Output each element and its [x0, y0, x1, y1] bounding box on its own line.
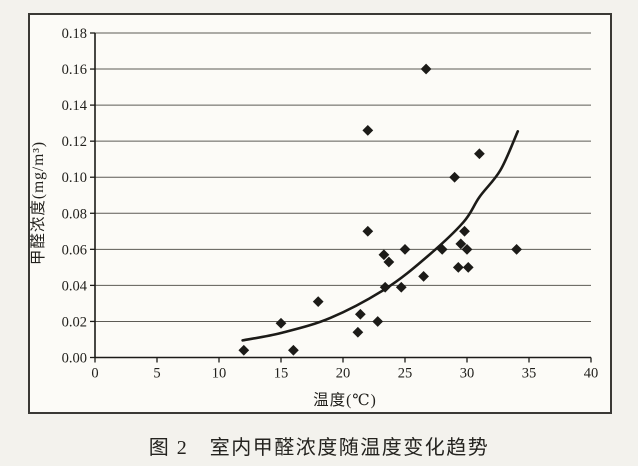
data-point [238, 344, 250, 356]
y-tick-label: 0.04 [62, 278, 88, 294]
data-point [354, 308, 366, 320]
data-point [420, 63, 432, 75]
x-tick-label: 40 [584, 366, 599, 382]
data-point [455, 238, 467, 250]
data-point [449, 171, 460, 183]
data-point [372, 316, 384, 327]
data-point [352, 326, 364, 338]
x-tick-label: 25 [398, 366, 413, 382]
x-tick-label: 5 [153, 366, 160, 382]
data-point [362, 225, 374, 237]
data-point [452, 261, 464, 273]
figure-caption: 图 2 室内甲醛浓度随温度变化趋势 [148, 437, 490, 459]
data-point [383, 256, 395, 268]
data-point [395, 281, 407, 293]
y-tick-label: 0.16 [62, 62, 87, 78]
x-tick-label: 20 [336, 366, 351, 382]
data-point [474, 148, 485, 160]
y-tick-label: 0.08 [62, 206, 87, 222]
data-point [288, 344, 299, 356]
data-point [275, 317, 287, 329]
data-point [511, 243, 522, 255]
x-tick-label: 0 [91, 366, 98, 382]
data-point [436, 243, 448, 255]
trend-curve [241, 130, 520, 342]
y-tick-label: 0.10 [62, 170, 87, 186]
x-tick-label: 35 [522, 366, 537, 382]
y-tick-label: 0.12 [62, 134, 87, 150]
data-point [461, 243, 473, 255]
data-point [399, 243, 411, 255]
data-point [459, 225, 470, 237]
data-point [462, 261, 474, 273]
y-tick-label: 0.02 [62, 314, 87, 330]
y-tick-label: 0.06 [62, 242, 87, 258]
y-tick-label: 0.18 [62, 26, 87, 42]
x-tick-label: 30 [460, 366, 475, 382]
data-point [379, 281, 391, 293]
y-axis-title: 甲醛浓度(mg/m³) [30, 140, 47, 266]
data-point [378, 249, 390, 261]
data-point [362, 124, 374, 136]
data-point [312, 296, 324, 307]
y-tick-label: 0.14 [62, 98, 88, 114]
x-tick-label: 10 [212, 366, 227, 382]
x-axis-title: 温度(℃) [313, 392, 377, 409]
data-point [418, 271, 429, 282]
x-tick-label: 15 [274, 366, 289, 382]
y-tick-label: 0.00 [62, 351, 87, 367]
